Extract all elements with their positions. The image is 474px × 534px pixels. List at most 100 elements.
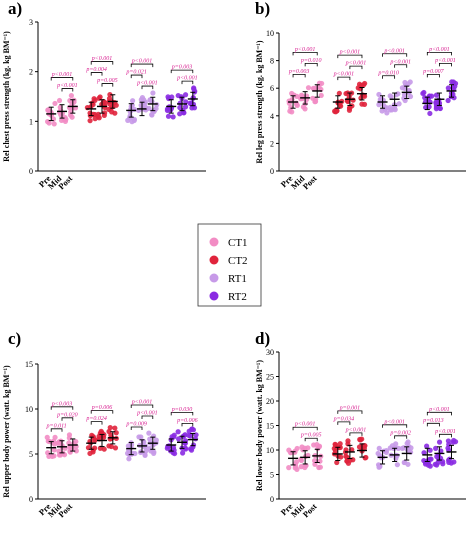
data-point xyxy=(73,448,79,454)
data-point xyxy=(112,425,118,431)
data-point xyxy=(291,92,297,98)
legend: CT1 CT2 RT1 RT2 xyxy=(197,223,262,307)
data-point xyxy=(408,445,414,451)
data-point xyxy=(357,437,364,443)
data-point xyxy=(187,433,194,439)
data-point xyxy=(56,452,63,458)
data-point xyxy=(376,445,382,451)
data-point xyxy=(299,444,305,450)
data-point xyxy=(164,106,171,112)
data-point xyxy=(130,98,136,104)
panel-d: d) Rel lower body power (watt. kg BM⁻¹) 0 5… xyxy=(255,329,466,519)
significance-bracket xyxy=(394,435,408,439)
legend-marker xyxy=(209,291,219,301)
data-point xyxy=(293,459,300,465)
p-value-label: p<0.001 xyxy=(51,72,73,78)
legend-item-CT2: CT2 xyxy=(209,255,248,267)
data-point xyxy=(392,107,398,113)
y-tick-label: 15 xyxy=(266,422,274,431)
significance-bracket xyxy=(50,406,74,410)
data-point xyxy=(113,430,119,436)
data-point xyxy=(95,113,101,120)
significance-bracket xyxy=(394,64,408,68)
data-point xyxy=(146,105,152,111)
data-point xyxy=(108,443,114,450)
panel-label: d) xyxy=(255,329,270,348)
data-point xyxy=(175,436,182,442)
p-value-label: p<0.001 xyxy=(294,422,316,428)
data-point xyxy=(289,109,295,115)
data-point xyxy=(394,462,400,468)
significance-bracket xyxy=(130,404,154,408)
data-point xyxy=(165,94,171,100)
group-RT2: p<0.001 p<0.001 p=0.007 xyxy=(420,47,459,117)
significance-bracket xyxy=(50,428,63,432)
y-tick-label: 4 xyxy=(270,112,274,121)
data-point xyxy=(446,456,453,462)
data-point xyxy=(51,447,57,453)
group-RT1: p<0.001 p<0.001 p=0.009 xyxy=(124,400,159,462)
data-point xyxy=(106,428,112,435)
data-point xyxy=(153,437,159,443)
data-point xyxy=(150,90,156,96)
data-point xyxy=(427,447,433,453)
group-CT1: p<0.003 p=0.020 p=0.011 xyxy=(44,401,79,460)
legend-label: CT1 xyxy=(228,237,248,249)
data-point xyxy=(69,114,75,120)
p-value-label: p<0.001 xyxy=(383,48,405,54)
y-axis-label: Rel leg press strength (kg. kg BM⁻¹) xyxy=(255,40,264,163)
p-value-label: p<0.001 xyxy=(56,83,78,89)
data-point xyxy=(305,85,312,91)
data-point xyxy=(376,91,382,98)
p-value-label: p<0.001 xyxy=(131,59,153,65)
data-point xyxy=(402,459,408,466)
data-point xyxy=(68,92,74,99)
significance-bracket xyxy=(337,54,363,59)
data-point xyxy=(361,101,368,107)
data-point xyxy=(343,90,349,97)
y-tick-label: 10 xyxy=(266,446,274,455)
y-tick-label: 0 xyxy=(270,167,274,176)
data-point xyxy=(171,447,177,453)
p-value-label: p=0.013 xyxy=(422,418,444,424)
y-tick-label: 30 xyxy=(266,348,274,357)
data-point xyxy=(404,440,410,447)
data-point xyxy=(450,79,457,85)
legend-marker xyxy=(209,273,219,283)
data-point xyxy=(51,121,57,127)
significance-bracket xyxy=(426,422,440,427)
data-point xyxy=(169,434,175,440)
significance-bracket xyxy=(141,415,154,419)
significance-bracket xyxy=(130,63,154,68)
significance-bracket xyxy=(170,69,194,74)
data-point xyxy=(433,92,440,98)
group-CT2: p<0.001 p=0.004 p=0.005 xyxy=(84,56,119,124)
data-point xyxy=(298,464,304,470)
data-point xyxy=(182,92,189,98)
data-point xyxy=(334,459,340,466)
data-point xyxy=(435,459,441,466)
p-value-label: p<0.001 xyxy=(136,411,158,417)
data-point xyxy=(350,97,356,103)
significance-bracket xyxy=(382,424,408,428)
group-CT1: p<0.001 p=0.005 xyxy=(286,422,324,472)
significance-bracket xyxy=(337,76,351,81)
p-value-label: p=0.003 xyxy=(288,69,310,75)
p-value-label: p=0.030 xyxy=(171,407,193,413)
p-value-label: p<0.001 xyxy=(345,427,367,433)
data-point xyxy=(286,98,292,104)
significance-bracket xyxy=(90,410,114,414)
significance-bracket xyxy=(90,61,114,65)
data-point xyxy=(188,447,195,453)
data-point xyxy=(311,86,317,92)
data-point xyxy=(142,451,148,458)
data-point xyxy=(62,115,68,121)
data-point xyxy=(147,436,153,442)
group-CT2: p=0.001 p=0.034 p<0.001 xyxy=(331,405,369,466)
data-point xyxy=(401,92,408,98)
data-point xyxy=(440,461,446,467)
data-point xyxy=(377,463,383,469)
p-value-label: p<0.001 xyxy=(131,400,153,406)
data-point xyxy=(51,438,57,444)
data-point xyxy=(421,450,427,456)
